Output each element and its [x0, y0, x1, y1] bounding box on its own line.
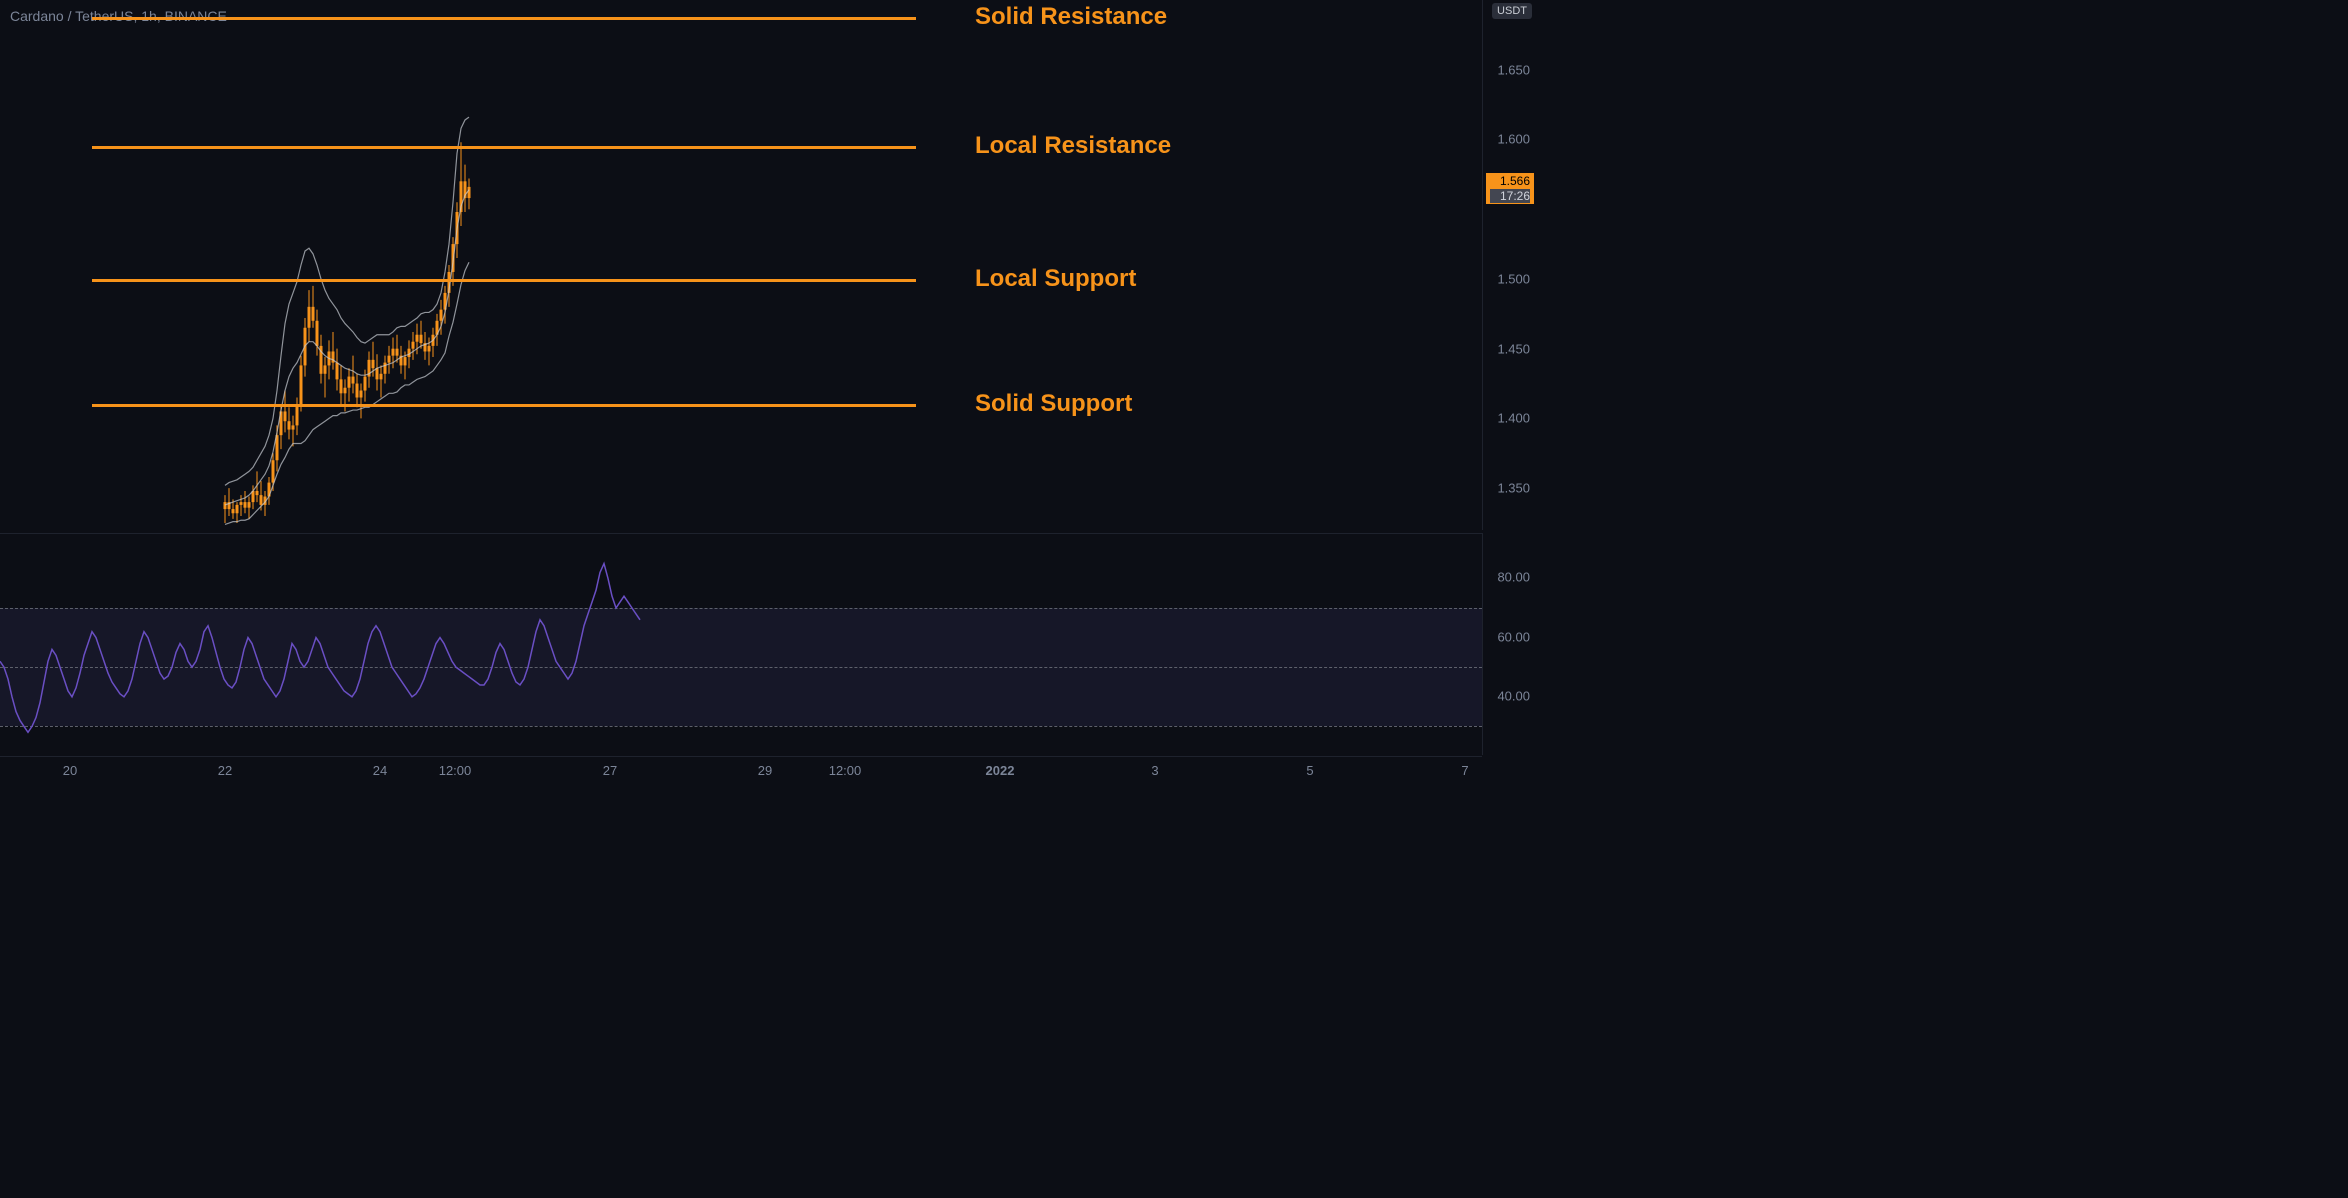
main-price-pane[interactable]: Solid Resistance Local Resistance Local Su… — [0, 0, 1482, 530]
time-tick: 3 — [1151, 763, 1158, 778]
price-axis: USDT 1.350 1.400 1.450 1.500 1.600 1.650 1.56… — [1482, 0, 1536, 530]
time-tick: 22 — [218, 763, 232, 778]
level-label: Solid Support — [975, 390, 1132, 418]
level-line[interactable] — [92, 17, 916, 20]
time-tick: 12:00 — [439, 763, 472, 778]
level-line[interactable] — [92, 146, 916, 149]
countdown-value: 17:26 — [1490, 189, 1530, 203]
level-label: Local Resistance — [975, 132, 1171, 160]
rsi-tick: 60.00 — [1497, 629, 1530, 644]
price-tick: 1.400 — [1497, 411, 1530, 426]
rsi-tick: 40.00 — [1497, 688, 1530, 703]
time-tick: 29 — [758, 763, 772, 778]
currency-badge: USDT — [1492, 3, 1532, 19]
price-tick: 1.650 — [1497, 62, 1530, 77]
rsi-pane[interactable] — [0, 533, 1482, 755]
level-line[interactable] — [92, 404, 916, 407]
level-line[interactable] — [92, 279, 916, 282]
time-tick: 20 — [63, 763, 77, 778]
time-tick: 7 — [1461, 763, 1468, 778]
price-chart-svg — [0, 0, 1482, 530]
price-tick: 1.450 — [1497, 341, 1530, 356]
current-price-value: 1.566 — [1490, 174, 1530, 188]
rsi-chart-svg — [0, 534, 1482, 756]
level-label: Solid Resistance — [975, 3, 1167, 31]
chart-container: Cardano / TetherUS, 1h, BINANCE Solid Re… — [0, 0, 1536, 784]
time-tick: 12:00 — [829, 763, 862, 778]
time-tick: 5 — [1306, 763, 1313, 778]
level-label: Local Support — [975, 265, 1136, 293]
price-tick: 1.500 — [1497, 271, 1530, 286]
price-tick: 1.350 — [1497, 481, 1530, 496]
time-axis: 20222412:00272912:002022357 — [0, 756, 1482, 784]
rsi-axis: 40.00 60.00 80.00 — [1482, 533, 1536, 755]
current-price-badge: 1.566 17:26 — [1486, 173, 1534, 204]
time-tick: 27 — [603, 763, 617, 778]
time-tick: 24 — [373, 763, 387, 778]
time-tick: 2022 — [986, 763, 1015, 778]
price-tick: 1.600 — [1497, 132, 1530, 147]
rsi-tick: 80.00 — [1497, 570, 1530, 585]
